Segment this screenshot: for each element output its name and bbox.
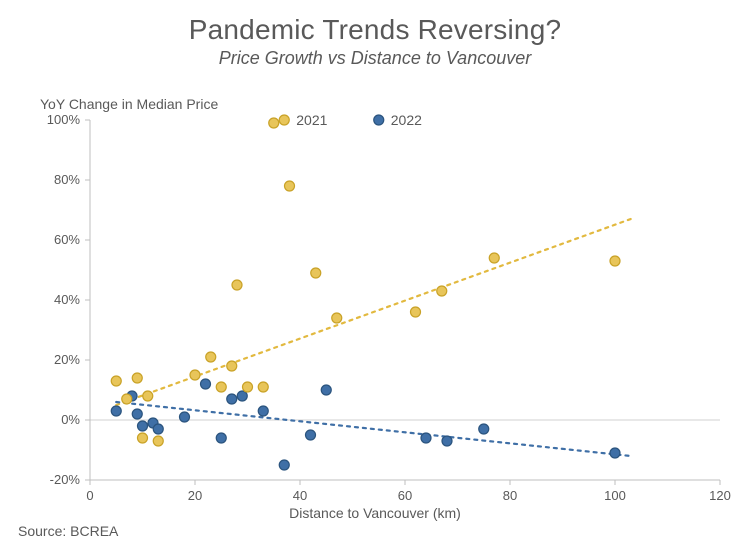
y-tick-label: 20% xyxy=(54,352,80,367)
scatter-point-2022 xyxy=(421,433,431,443)
x-tick-label: 60 xyxy=(398,488,412,503)
legend-label-2021: 2021 xyxy=(296,112,327,128)
y-tick-label: 80% xyxy=(54,172,80,187)
scatter-point-2021 xyxy=(132,373,142,383)
scatter-point-2021 xyxy=(489,253,499,263)
legend-marker-2022 xyxy=(374,115,384,125)
scatter-point-2022 xyxy=(153,424,163,434)
scatter-point-2022 xyxy=(258,406,268,416)
scatter-point-2022 xyxy=(479,424,489,434)
scatter-point-2022 xyxy=(201,379,211,389)
scatter-point-2022 xyxy=(321,385,331,395)
scatter-point-2021 xyxy=(206,352,216,362)
scatter-point-2021 xyxy=(258,382,268,392)
scatter-point-2022 xyxy=(216,433,226,443)
x-tick-label: 0 xyxy=(86,488,93,503)
scatter-point-2022 xyxy=(610,448,620,458)
legend-label-2022: 2022 xyxy=(391,112,422,128)
scatter-point-2021 xyxy=(227,361,237,371)
scatter-point-2022 xyxy=(279,460,289,470)
scatter-point-2022 xyxy=(180,412,190,422)
y-tick-label: 100% xyxy=(47,112,81,127)
y-tick-label: 40% xyxy=(54,292,80,307)
scatter-point-2021 xyxy=(610,256,620,266)
scatter-point-2021 xyxy=(111,376,121,386)
scatter-point-2021 xyxy=(311,268,321,278)
y-tick-label: 60% xyxy=(54,232,80,247)
scatter-point-2021 xyxy=(437,286,447,296)
x-tick-label: 100 xyxy=(604,488,626,503)
scatter-plot: -20% 0% 20% 40% 60% 80% 100% 0 20 40 60 80 100 120 202… xyxy=(0,0,750,545)
scatter-point-2022 xyxy=(306,430,316,440)
scatter-point-2022 xyxy=(442,436,452,446)
scatter-point-2022 xyxy=(237,391,247,401)
scatter-point-2021 xyxy=(190,370,200,380)
scatter-point-2021 xyxy=(332,313,342,323)
scatter-point-2022 xyxy=(138,421,148,431)
scatter-point-2021 xyxy=(153,436,163,446)
scatter-point-2021 xyxy=(232,280,242,290)
scatter-point-2021 xyxy=(138,433,148,443)
scatter-point-2021 xyxy=(216,382,226,392)
scatter-point-2021 xyxy=(122,394,132,404)
x-tick-label: 20 xyxy=(188,488,202,503)
scatter-point-2022 xyxy=(132,409,142,419)
trend-line-2022 xyxy=(116,402,631,456)
x-tick-label: 120 xyxy=(709,488,731,503)
x-tick-label: 80 xyxy=(503,488,517,503)
scatter-point-2021 xyxy=(411,307,421,317)
chart-container: Pandemic Trends Reversing? Price Growth … xyxy=(0,0,750,545)
scatter-point-2022 xyxy=(111,406,121,416)
scatter-point-2021 xyxy=(243,382,253,392)
y-tick-label: 0% xyxy=(61,412,80,427)
scatter-point-2022 xyxy=(227,394,237,404)
scatter-point-2021 xyxy=(269,118,279,128)
y-tick-label: -20% xyxy=(50,472,81,487)
scatter-point-2021 xyxy=(143,391,153,401)
scatter-point-2021 xyxy=(285,181,295,191)
legend-marker-2021 xyxy=(279,115,289,125)
x-tick-label: 40 xyxy=(293,488,307,503)
